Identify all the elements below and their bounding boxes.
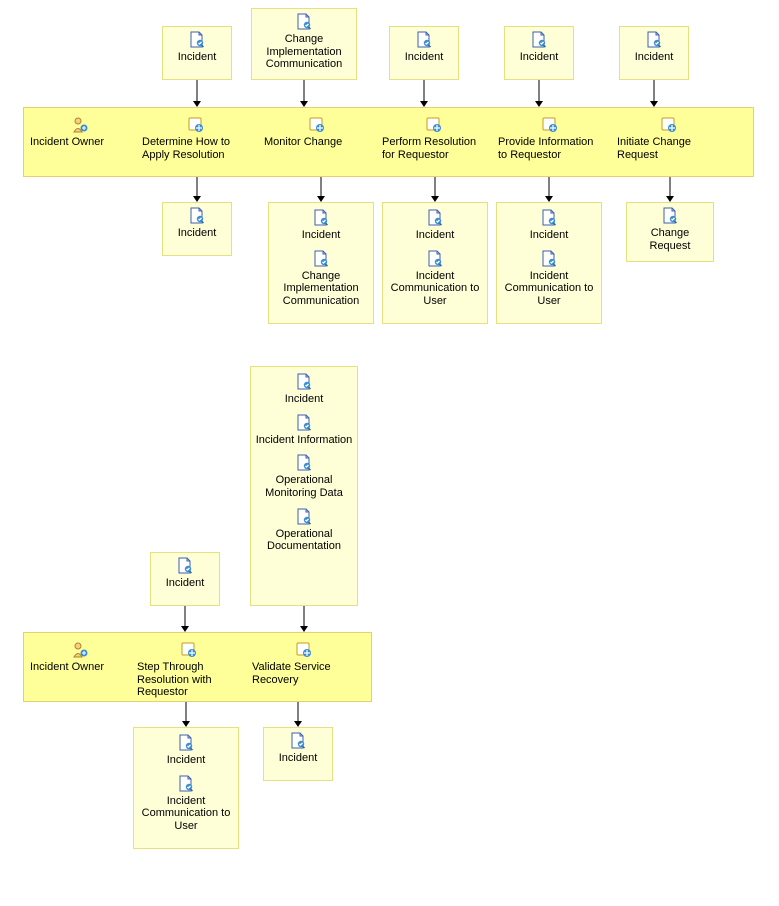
node-label: Incident Communication to User xyxy=(499,270,599,308)
l1f: Initiate Change Request xyxy=(615,112,723,165)
flow-arrow xyxy=(544,177,554,202)
node-label: Change Implementation Communication xyxy=(271,270,371,308)
node-label: Incident xyxy=(385,229,485,242)
r3e: Change Request xyxy=(626,202,714,262)
r3b: Incident Change Implementation Communicat… xyxy=(268,202,374,324)
r3d: Incident Incident Communication to User xyxy=(496,202,602,324)
l1d: Perform Resolution for Requestor xyxy=(380,112,488,165)
flow-arrow xyxy=(665,177,675,202)
mb: Incident Incident Information Operational … xyxy=(250,366,358,606)
node-label: Operational Monitoring Data xyxy=(253,474,355,499)
node-label: Perform Resolution for Requestor xyxy=(382,136,486,161)
node-label: Incident xyxy=(153,577,217,590)
l2c: Validate Service Recovery xyxy=(250,637,358,690)
flow-arrow xyxy=(293,702,303,727)
flow-arrow xyxy=(419,80,429,107)
b2: Incident xyxy=(263,727,333,781)
node-label: Monitor Change xyxy=(264,136,370,149)
t1: Incident xyxy=(162,26,232,80)
node-label: Determine How to Apply Resolution xyxy=(142,136,250,161)
node-label: Incident xyxy=(622,51,686,64)
node-label: Validate Service Recovery xyxy=(252,661,356,686)
node-label: Provide Information to Requestor xyxy=(498,136,602,161)
t2: Change Implementation Communication xyxy=(251,8,357,80)
t3: Incident xyxy=(389,26,459,80)
l1a: Incident Owner xyxy=(28,112,132,153)
b1: Incident Incident Communication to User xyxy=(133,727,239,849)
flow-arrow xyxy=(316,177,326,202)
node-label: Incident xyxy=(136,754,236,767)
l1b: Determine How to Apply Resolution xyxy=(140,112,252,165)
flow-arrow xyxy=(649,80,659,107)
node-label: Incident xyxy=(271,229,371,242)
flow-arrow xyxy=(534,80,544,107)
node-label: Change Request xyxy=(629,227,711,252)
node-label: Step Through Resolution with Requestor xyxy=(137,661,241,699)
flow-arrow xyxy=(430,177,440,202)
node-label: Incident Communication to User xyxy=(136,795,236,833)
node-label: Operational Documentation xyxy=(253,528,355,553)
node-label: Incident Owner xyxy=(30,136,130,149)
node-label: Incident xyxy=(165,227,229,240)
r3c: Incident Incident Communication to User xyxy=(382,202,488,324)
node-label: Incident xyxy=(392,51,456,64)
flow-arrow xyxy=(192,80,202,107)
node-label: Incident xyxy=(507,51,571,64)
t5: Incident xyxy=(619,26,689,80)
l2b: Step Through Resolution with Requestor xyxy=(135,637,243,703)
flow-arrow xyxy=(181,702,191,727)
flow-arrow xyxy=(180,606,190,632)
node-label: Incident Information xyxy=(253,434,355,447)
flow-arrow xyxy=(299,80,309,107)
node-label: Incident xyxy=(266,752,330,765)
node-label: Incident Communication to User xyxy=(385,270,485,308)
node-label: Initiate Change Request xyxy=(617,136,721,161)
node-label: Change Implementation Communication xyxy=(254,33,354,71)
flow-arrow xyxy=(192,177,202,202)
node-label: Incident xyxy=(499,229,599,242)
flow-arrow xyxy=(299,606,309,632)
l1e: Provide Information to Requestor xyxy=(496,112,604,165)
l1c: Monitor Change xyxy=(262,112,372,153)
ms: Incident xyxy=(150,552,220,606)
node-label: Incident xyxy=(253,393,355,406)
l2a: Incident Owner xyxy=(28,637,132,678)
node-label: Incident Owner xyxy=(30,661,130,674)
r3a: Incident xyxy=(162,202,232,256)
node-label: Incident xyxy=(165,51,229,64)
t4: Incident xyxy=(504,26,574,80)
